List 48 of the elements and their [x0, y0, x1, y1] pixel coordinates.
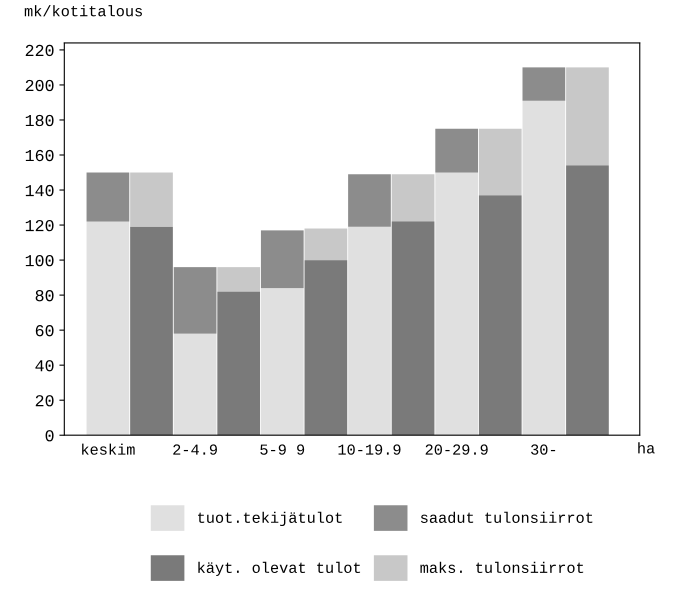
bar: [566, 67, 609, 166]
x-tick-label: 10-19.9: [338, 444, 401, 455]
bar: [304, 228, 348, 260]
bar: [392, 222, 434, 436]
bar: [435, 128, 478, 173]
bar: [435, 172, 478, 436]
bar: [260, 288, 304, 436]
bar: [174, 267, 216, 334]
bar: [217, 292, 260, 436]
bar: [130, 226, 173, 436]
bar: [566, 166, 609, 436]
legend-label: käyt. olevat tulot: [198, 562, 360, 576]
y-tick-label: 120: [26, 220, 54, 232]
legend-label: maks. tulonsiirrot: [420, 562, 584, 573]
legend-label: tuot.tekijätulot: [198, 512, 342, 526]
x-tick-label: 20-29.9: [426, 444, 488, 455]
bar: [522, 100, 566, 436]
y-tick-label: 0: [46, 430, 54, 442]
legend-label: saadut tulonsiirrot: [420, 512, 592, 523]
y-tick-label: 180: [26, 114, 54, 126]
bar: [392, 174, 434, 222]
x-tick-label: 5-9 9: [260, 444, 304, 455]
bar: [522, 67, 566, 101]
x-tick-label: 2-4.9: [173, 444, 217, 455]
bar: [260, 230, 304, 288]
bar: [348, 226, 391, 436]
y-tick-label: 20: [36, 395, 54, 406]
y-tick-label: 140: [26, 184, 54, 196]
y-tick-label: 40: [35, 360, 54, 372]
y-tick-label: 200: [26, 80, 54, 92]
x-tick-label: keskim: [82, 444, 135, 455]
y-tick-label: 80: [36, 290, 54, 302]
bar: [86, 222, 130, 436]
y-tick-label: 160: [26, 150, 54, 162]
bar: [348, 174, 391, 227]
bar: [478, 195, 522, 436]
y-axis-title: mk/kotitalous: [24, 5, 142, 16]
y-tick-label: 60: [36, 325, 54, 336]
bar: [130, 172, 173, 227]
x-tick-label: 30-: [531, 444, 556, 455]
bar: [217, 267, 260, 292]
y-tick-label: 100: [26, 254, 54, 266]
bar: [304, 260, 348, 436]
bar: [478, 128, 522, 196]
bar: [174, 334, 216, 436]
bar: [86, 172, 130, 222]
x-axis-title: ha: [638, 442, 655, 454]
y-tick-label: 220: [26, 44, 54, 56]
